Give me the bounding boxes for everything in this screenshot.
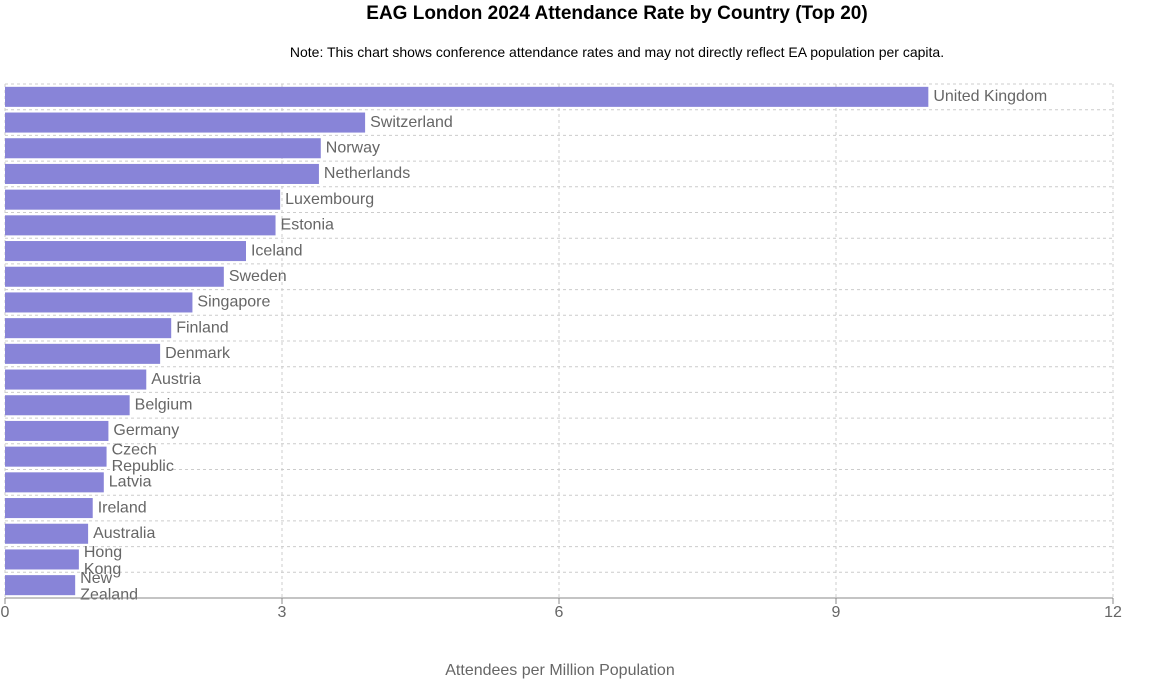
x-tick-label: 12 — [1104, 604, 1122, 621]
bar[interactable] — [5, 446, 107, 467]
x-tick-label: 6 — [555, 604, 564, 621]
bar[interactable] — [5, 163, 319, 184]
bar[interactable] — [5, 523, 89, 544]
bars — [5, 86, 929, 596]
bar[interactable] — [5, 215, 276, 236]
chart-note: Note: This chart shows conference attend… — [289, 44, 945, 60]
bar[interactable] — [5, 369, 147, 390]
bar-label: Sweden — [229, 268, 287, 285]
bar-label: Germany — [113, 422, 179, 439]
x-tick-label: 3 — [278, 604, 287, 621]
bar-label: Latvia — [109, 474, 152, 491]
bar[interactable] — [5, 112, 366, 133]
bar-label: Belgium — [135, 396, 193, 413]
bar-label: Singapore — [197, 294, 270, 311]
bar-labels: United Kingdom Switzerland Norway Netherlan… — [80, 88, 1047, 604]
grid-lines — [4, 83, 1114, 599]
bar[interactable] — [5, 420, 109, 441]
bar[interactable] — [5, 266, 224, 287]
bar-label: Ireland — [98, 499, 147, 516]
x-tick-label: 9 — [832, 604, 841, 621]
bar-label: Austria — [151, 371, 201, 388]
bar-label: New Zealand — [80, 570, 138, 604]
bar-label: United Kingdom — [933, 88, 1047, 105]
bar[interactable] — [5, 241, 246, 262]
bar-label: Netherlands — [324, 165, 410, 182]
bar[interactable] — [5, 395, 130, 416]
bar[interactable] — [5, 86, 929, 107]
bar[interactable] — [5, 343, 161, 364]
bar-label: Finland — [176, 319, 228, 336]
chart-title: EAG London 2024 Attendance Rate by Count… — [366, 3, 868, 24]
x-tick-label: 0 — [1, 604, 10, 621]
bar-label: Czech Republic — [112, 441, 174, 475]
bar-label: Australia — [93, 525, 155, 542]
bar-label: Denmark — [165, 345, 231, 362]
bar[interactable] — [5, 318, 172, 339]
bar[interactable] — [5, 472, 104, 493]
bar[interactable] — [5, 292, 193, 313]
x-axis-label: Attendees per Million Population — [445, 662, 674, 679]
bar[interactable] — [5, 549, 79, 570]
bar-label: Luxembourg — [285, 191, 374, 208]
bar[interactable] — [5, 189, 281, 210]
bar-label: Norway — [326, 139, 380, 156]
bar-label: Hong Kong — [84, 544, 122, 578]
x-axis: 0 3 6 9 12 — [1, 597, 1122, 621]
bar[interactable] — [5, 498, 93, 519]
bar-label: Iceland — [251, 242, 303, 259]
bar[interactable] — [5, 575, 76, 596]
bar[interactable] — [5, 138, 321, 159]
bar-label: Switzerland — [370, 114, 453, 131]
bar-label: Estonia — [281, 217, 334, 234]
